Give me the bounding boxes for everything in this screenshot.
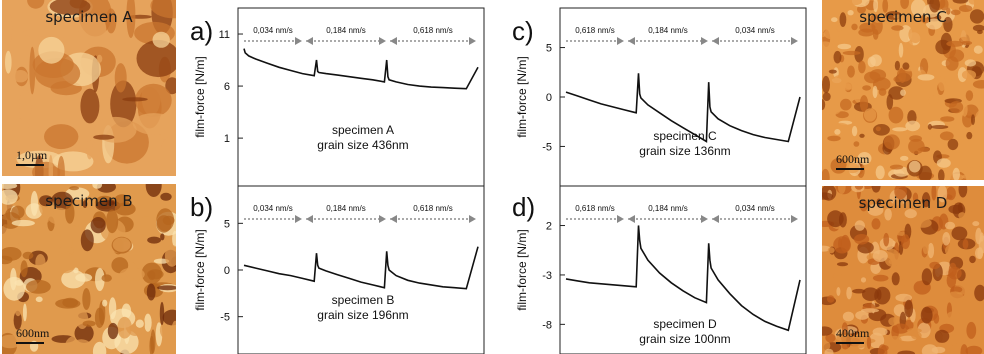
- image-label: specimen B: [45, 192, 133, 210]
- y-tick-label: -5: [220, 312, 230, 324]
- panel-letter-d: d): [512, 192, 536, 222]
- rate-label: 0,184 nm/s: [326, 26, 366, 35]
- y-tick-label: -5: [542, 141, 552, 153]
- annotation-text: specimen B: [332, 293, 395, 307]
- y-axis-label: film-force [N/m]: [515, 229, 529, 310]
- annotation-text: grain size 196nm: [317, 308, 408, 322]
- rate-label: 0,034 nm/s: [253, 204, 293, 213]
- scale-bar: 600nm: [836, 152, 869, 170]
- panel-letter-c: c): [512, 16, 534, 46]
- scale-bar: 1,0µm: [16, 148, 47, 166]
- rate-arrow-head: [306, 215, 313, 223]
- rate-label: 0,034 nm/s: [735, 204, 775, 213]
- rate-arrow-head: [628, 215, 635, 223]
- rate-arrow-head: [617, 37, 624, 45]
- rate-arrow-head: [701, 215, 708, 223]
- y-tick-label: 1: [224, 133, 230, 145]
- annotation-text: specimen C: [653, 129, 717, 143]
- rate-arrow-head: [379, 215, 386, 223]
- annotation-text: grain size 436nm: [317, 138, 408, 152]
- image-specimen-a: specimen A 1,0µm: [2, 0, 176, 176]
- image-label: specimen A: [45, 8, 133, 26]
- afm-texture: [822, 0, 984, 180]
- rate-arrow-head: [469, 37, 476, 45]
- rate-arrow-head: [791, 215, 798, 223]
- y-axis-label: film-force [N/m]: [193, 56, 207, 137]
- image-label: specimen C: [859, 8, 947, 26]
- rate-label: 0,618 nm/s: [575, 26, 615, 35]
- rate-label: 0,618 nm/s: [413, 26, 453, 35]
- rate-label: 0,184 nm/s: [648, 204, 688, 213]
- rate-arrow-head: [617, 215, 624, 223]
- afm-texture: [2, 184, 176, 354]
- annotation-text: grain size 136nm: [639, 144, 730, 158]
- rate-arrow-head: [390, 37, 397, 45]
- chart-a: 11 6 1 film-force [N/m] 0,034 nm/s 0,184 nm/s…: [193, 7, 485, 187]
- annotation-text: specimen A: [332, 123, 394, 137]
- chart-c: 5 0 -5 film-force [N/m] 0,618 nm/s 0,184 nm/s…: [515, 7, 807, 187]
- y-tick-label: -3: [542, 270, 552, 282]
- rate-label: 0,184 nm/s: [648, 26, 688, 35]
- series-line: [243, 48, 479, 90]
- rate-arrow-head: [306, 37, 313, 45]
- rate-label: 0,618 nm/s: [575, 204, 615, 213]
- image-specimen-c: specimen C 600nm: [822, 0, 984, 180]
- panel-letter-a: a): [190, 16, 214, 46]
- y-tick-label: 0: [546, 92, 552, 104]
- y-axis-label: film-force [N/m]: [193, 229, 207, 310]
- rate-label: 0,184 nm/s: [326, 204, 366, 213]
- afm-texture: [2, 0, 176, 176]
- rate-label: 0,618 nm/s: [413, 204, 453, 213]
- y-tick-label: -8: [542, 319, 552, 331]
- rate-arrow-head: [469, 215, 476, 223]
- scale-bar: 600nm: [16, 326, 49, 344]
- y-tick-label: 5: [224, 218, 230, 230]
- y-tick-label: 11: [219, 29, 230, 41]
- rate-label: 0,034 nm/s: [253, 26, 293, 35]
- rate-arrow-head: [390, 215, 397, 223]
- image-specimen-b: specimen B 600nm: [2, 184, 176, 354]
- chart-d: 2 -3 -8 film-force [N/m] 0,618 nm/s 0,184 nm/…: [515, 185, 807, 354]
- series-line: [243, 246, 479, 290]
- rate-arrow-head: [712, 37, 719, 45]
- series-line: [565, 225, 801, 332]
- y-tick-label: 0: [224, 265, 230, 277]
- y-tick-label: 2: [546, 221, 552, 233]
- rate-arrow-head: [295, 37, 302, 45]
- y-axis-label: film-force [N/m]: [515, 56, 529, 137]
- afm-texture: [822, 186, 984, 354]
- rate-arrow-head: [701, 37, 708, 45]
- rate-arrow-head: [379, 37, 386, 45]
- chart-b: 5 0 -5 film-force [N/m] 0,034 nm/s 0,184 nm/s…: [193, 185, 485, 354]
- series-line: [565, 73, 801, 143]
- rate-label: 0,034 nm/s: [735, 26, 775, 35]
- rate-arrow-head: [295, 215, 302, 223]
- y-tick-label: 5: [546, 43, 552, 55]
- annotation-text: specimen D: [653, 317, 717, 331]
- annotation-text: grain size 100nm: [639, 332, 730, 346]
- rate-arrow-head: [791, 37, 798, 45]
- y-tick-label: 6: [224, 81, 230, 93]
- rate-arrow-head: [712, 215, 719, 223]
- scale-bar: 400nm: [836, 326, 869, 344]
- rate-arrow-head: [628, 37, 635, 45]
- image-specimen-d: specimen D 400nm: [822, 186, 984, 354]
- plot-frame: [559, 185, 807, 354]
- image-label: specimen D: [858, 194, 948, 212]
- panel-letter-b: b): [190, 192, 214, 222]
